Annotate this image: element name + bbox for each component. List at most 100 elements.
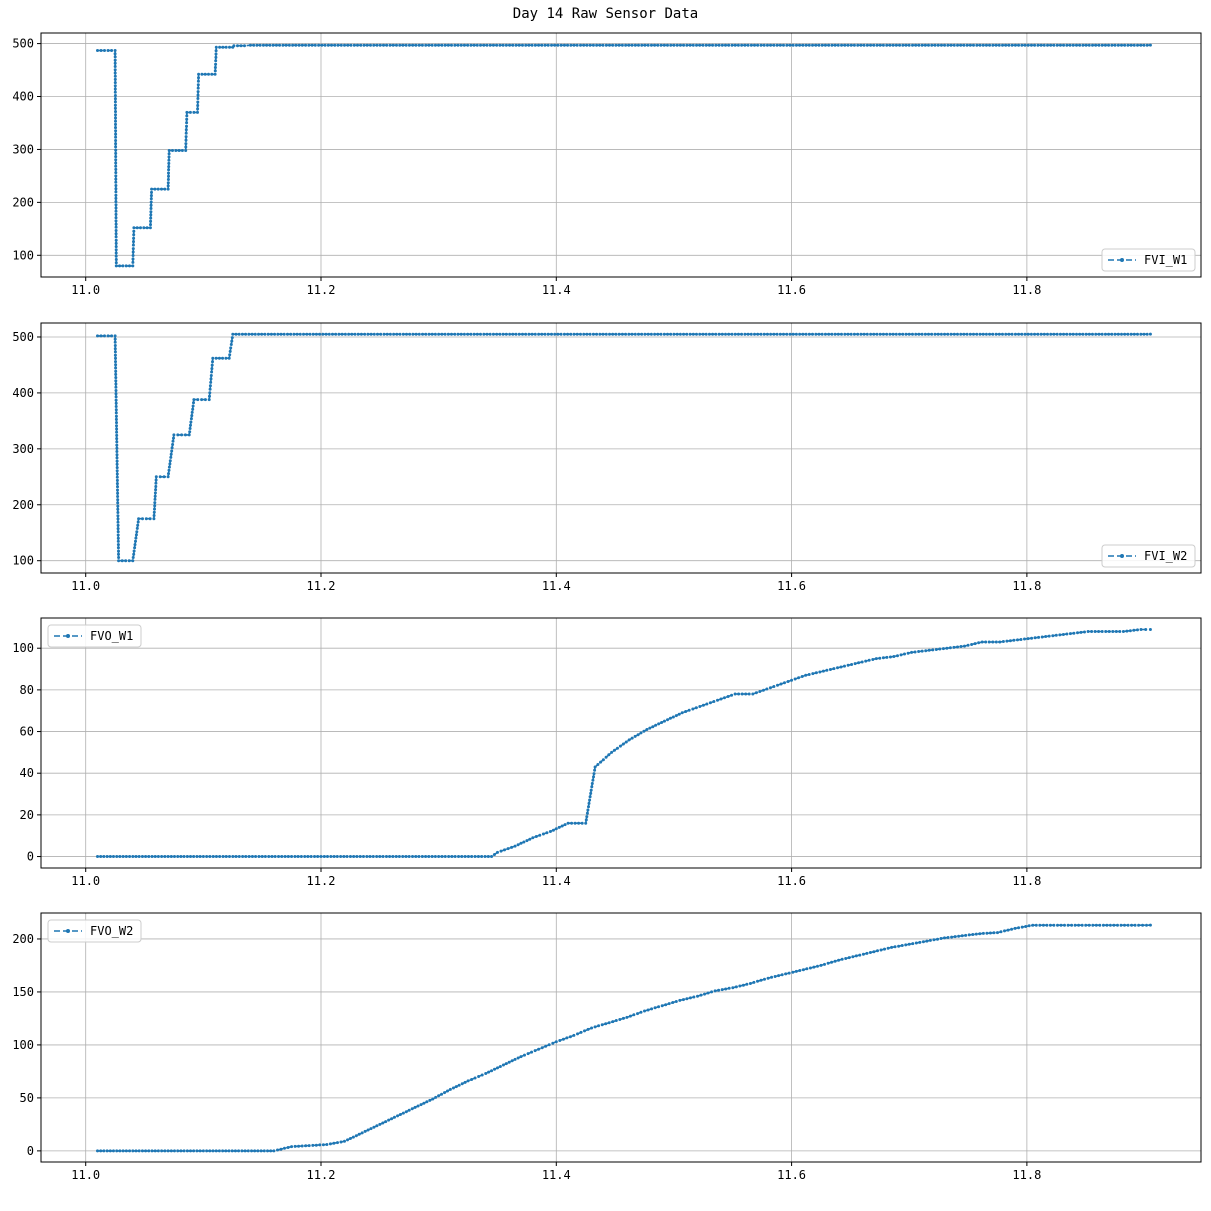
data-point [113, 65, 117, 68]
data-point [1055, 43, 1059, 47]
data-point [209, 380, 213, 384]
data-point [504, 43, 508, 47]
data-point [472, 43, 476, 47]
data-point [207, 72, 210, 76]
data-point [149, 223, 152, 227]
data-point [823, 332, 827, 336]
data-point [645, 728, 649, 731]
data-point [691, 43, 695, 47]
y-tick-label-0: 0 [27, 1144, 34, 1158]
data-point [362, 855, 365, 858]
data-point [211, 360, 214, 364]
data-point [214, 49, 218, 53]
data-point [785, 332, 789, 336]
data-point [237, 855, 241, 858]
data-point [167, 165, 171, 169]
data-point [1091, 923, 1095, 927]
data-point [611, 332, 615, 336]
data-point [674, 1000, 678, 1003]
data-point [213, 69, 217, 73]
data-point [743, 332, 747, 336]
data-point [956, 332, 959, 336]
data-point [814, 671, 818, 675]
data-point [114, 264, 118, 268]
data-point [210, 72, 214, 76]
data-point [984, 43, 988, 47]
data-point [826, 961, 830, 965]
data-point [981, 43, 985, 47]
data-point [692, 995, 696, 999]
data-point [548, 830, 552, 833]
data-point [727, 986, 731, 990]
data-point [923, 332, 927, 336]
data-point [720, 43, 724, 47]
data-point [171, 439, 175, 443]
data-point [278, 43, 282, 47]
data-point [585, 332, 589, 336]
data-point [336, 43, 340, 47]
data-point [430, 332, 434, 336]
data-point [167, 158, 171, 162]
data-point [584, 821, 588, 825]
data-point [913, 650, 917, 654]
data-point [114, 219, 118, 223]
data-point [166, 1149, 170, 1153]
data-point [558, 1039, 562, 1042]
data-point [649, 332, 653, 336]
data-point [433, 855, 437, 858]
data-point [741, 983, 745, 987]
data-point [148, 226, 152, 230]
data-point [1110, 332, 1114, 336]
data-point [211, 1149, 215, 1153]
data-point [837, 958, 841, 962]
data-point [231, 855, 235, 858]
data-point [114, 372, 118, 376]
data-point [1105, 923, 1109, 927]
data-point [1148, 923, 1152, 927]
data-point [213, 72, 217, 76]
data-point [477, 1075, 481, 1078]
data-point [450, 332, 453, 336]
data-point [116, 520, 120, 524]
data-point [1033, 332, 1037, 336]
data-point [565, 1036, 569, 1040]
data-point [118, 264, 122, 268]
data-point [959, 332, 963, 336]
legend-box [1101, 544, 1196, 568]
data-point [493, 1067, 496, 1071]
data-point [711, 43, 715, 47]
data-point [352, 43, 356, 47]
data-point [113, 90, 117, 94]
data-point [479, 332, 482, 336]
y-tick-label-2: 100 [12, 1038, 34, 1052]
data-point [105, 1149, 109, 1153]
data-point [570, 821, 574, 825]
data-point [1130, 923, 1134, 927]
data-point [221, 356, 225, 360]
data-point [427, 855, 431, 858]
data-point [1008, 639, 1012, 643]
data-point [820, 332, 824, 336]
data-point [613, 748, 616, 752]
data-point [114, 395, 118, 399]
data-point [113, 347, 117, 351]
x-tick-label-3: 11.6 [777, 874, 806, 885]
data-point [169, 452, 173, 456]
data-point [671, 715, 675, 719]
data-point [1078, 332, 1082, 336]
data-point [266, 332, 270, 336]
data-point [847, 956, 851, 960]
data-point [466, 1079, 470, 1083]
data-point [114, 142, 118, 146]
data-point [533, 1049, 537, 1053]
data-point [927, 332, 930, 336]
data-point [1077, 923, 1081, 927]
data-point [114, 248, 118, 252]
data-point [166, 178, 170, 181]
data-point [711, 332, 715, 336]
data-point [116, 491, 120, 495]
data-point [894, 332, 898, 336]
data-point [388, 332, 392, 336]
data-point [398, 43, 402, 47]
data-point [115, 443, 119, 447]
